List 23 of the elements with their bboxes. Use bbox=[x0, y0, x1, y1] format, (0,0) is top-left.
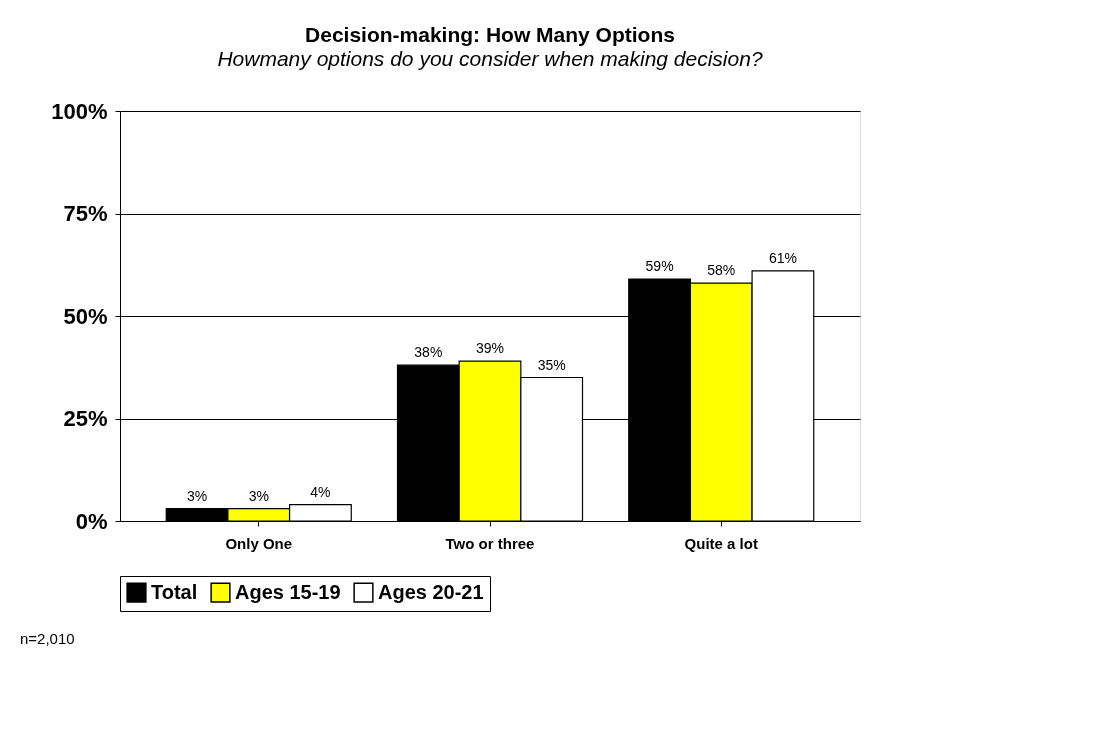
y-tick-label: 0% bbox=[75, 508, 108, 534]
y-tick-label: 50% bbox=[63, 303, 108, 329]
data-label: 3% bbox=[186, 487, 208, 504]
chart-subtitle: Howmany options do you consider when making decision? bbox=[217, 47, 763, 70]
legend-label: Ages 15-19 bbox=[235, 580, 341, 603]
data-label: 59% bbox=[645, 258, 674, 275]
y-tick-label: 25% bbox=[63, 406, 108, 431]
x-tick-label: Quite a lot bbox=[684, 534, 758, 552]
data-label: 61% bbox=[768, 249, 797, 266]
data-label: 3% bbox=[248, 487, 269, 504]
data-label: 58% bbox=[707, 262, 736, 279]
chart-title: Decision-making: How Many Options bbox=[305, 23, 675, 46]
data-label: 38% bbox=[414, 344, 443, 361]
data-label: 39% bbox=[475, 340, 505, 357]
data-label: 4% bbox=[310, 483, 331, 500]
text: n=2,010 bbox=[20, 630, 75, 647]
x-tick-label: Only One bbox=[225, 534, 293, 552]
y-tick-label: 100% bbox=[51, 98, 108, 124]
x-tick-label: Two or three bbox=[445, 534, 535, 552]
y-tick-label: 75% bbox=[63, 201, 108, 226]
data-label: 35% bbox=[537, 356, 566, 373]
legend-label: Ages 20-21 bbox=[378, 580, 484, 603]
legend-label: Total bbox=[151, 580, 198, 603]
